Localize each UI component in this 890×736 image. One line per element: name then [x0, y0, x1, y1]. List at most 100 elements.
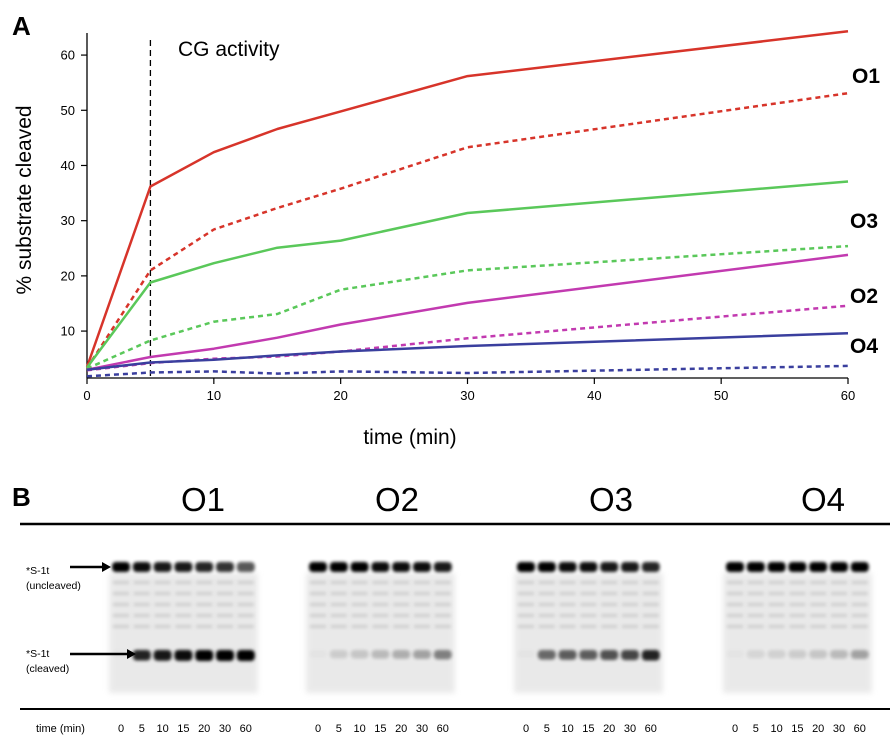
uncleaved-band: [153, 562, 172, 572]
faint-band: [372, 614, 389, 617]
cleaved-band: [309, 650, 327, 658]
faint-band: [559, 592, 576, 595]
faint-band: [217, 603, 233, 606]
series-line-7-solid: [86, 332, 849, 371]
cleaved-band-label: *S-1t (cleaved): [26, 648, 69, 675]
faint-band: [642, 614, 659, 617]
y-tick-label: 20: [61, 268, 75, 283]
lane-time-label: 60: [645, 723, 657, 735]
faint-band: [113, 603, 129, 606]
lane-time-label: 5: [753, 723, 759, 735]
uncleaved-band: [216, 562, 234, 572]
lane-time-label: 0: [523, 723, 529, 735]
cleaved-band: [153, 650, 172, 661]
faint-band: [601, 581, 618, 584]
uncleaved-band: [329, 562, 348, 572]
faint-band: [372, 603, 389, 606]
cleaved-arrow: [70, 649, 136, 659]
uncleaved-band: [132, 562, 151, 572]
uncleaved-band: [809, 562, 828, 572]
end-label-o3: O3: [850, 210, 878, 233]
panel-a-line-chart: A 0 10 20 30 40 50 60 10 20 30 40 50 60 time (min) %…: [12, 11, 880, 449]
faint-band: [768, 581, 785, 584]
series-line-1-solid: [85, 30, 849, 368]
faint-band: [154, 625, 171, 628]
faint-band: [831, 592, 847, 595]
uncleaved-band: [112, 562, 130, 572]
lane-time-label: 0: [732, 723, 738, 735]
uncleaved-band: [830, 562, 848, 572]
uncleaved-band: [600, 562, 619, 572]
x-tick-label: 50: [714, 388, 728, 403]
uncleaved-band: [371, 562, 390, 572]
lane-background-smear: [723, 573, 872, 693]
faint-band: [727, 581, 743, 584]
faint-band: [310, 581, 326, 584]
faint-band: [351, 603, 368, 606]
faint-band: [518, 603, 534, 606]
faint-band: [642, 592, 659, 595]
faint-band: [217, 625, 233, 628]
faint-band: [133, 614, 150, 617]
faint-band: [310, 592, 326, 595]
faint-band: [580, 603, 597, 606]
cleaved-band: [132, 650, 151, 661]
faint-band: [789, 603, 806, 606]
faint-band: [727, 603, 743, 606]
chart-axes: [86, 33, 848, 379]
faint-band: [217, 592, 233, 595]
cleaved-band: [413, 650, 431, 659]
faint-band: [154, 603, 171, 606]
cleaved-band: [726, 650, 744, 658]
faint-band: [154, 592, 171, 595]
faint-band: [393, 581, 410, 584]
uncleaved-band: [309, 562, 327, 572]
faint-band: [538, 625, 555, 628]
cleaved-band: [809, 650, 828, 659]
faint-band: [414, 625, 430, 628]
lane-time-label: 10: [770, 723, 782, 735]
faint-band: [538, 614, 555, 617]
faint-band: [768, 614, 785, 617]
faint-band: [851, 614, 868, 617]
faint-band: [559, 625, 576, 628]
faint-band: [727, 614, 743, 617]
uncleaved-band: [174, 562, 193, 572]
x-tick-label: 60: [841, 388, 855, 403]
y-tick-label: 50: [61, 103, 75, 118]
faint-band: [393, 614, 410, 617]
gel-lane-group-o4: O4 0 5 10 15 20 30 60: [723, 481, 872, 735]
faint-band: [196, 592, 213, 595]
faint-band: [217, 614, 233, 617]
lane-time-label: 10: [353, 723, 365, 735]
faint-band: [831, 581, 847, 584]
faint-band: [559, 581, 576, 584]
lane-time-label: 30: [833, 723, 845, 735]
lane-time-label: 60: [437, 723, 449, 735]
faint-band: [518, 592, 534, 595]
faint-band: [768, 625, 785, 628]
faint-band: [789, 581, 806, 584]
cleaved-band: [195, 650, 214, 661]
uncleaved-band: [788, 562, 807, 572]
faint-band: [642, 603, 659, 606]
faint-band: [518, 614, 534, 617]
y-tick-label: 60: [61, 48, 75, 63]
faint-band: [351, 592, 368, 595]
uncleaved-band-label: *S-1t (uncleaved): [26, 565, 81, 592]
faint-band: [559, 603, 576, 606]
faint-band: [414, 592, 430, 595]
faint-band: [196, 625, 213, 628]
gel-lane-group-o2: O2 0 5 10 15 20 30 60: [306, 481, 455, 735]
uncleaved-band: [558, 562, 577, 572]
y-axis-label: % substrate cleaved: [13, 105, 36, 294]
faint-band: [237, 592, 254, 595]
faint-band: [851, 603, 868, 606]
faint-band: [831, 625, 847, 628]
faint-band: [434, 603, 451, 606]
lane-time-label: 0: [315, 723, 321, 735]
cleaved-band: [174, 650, 193, 661]
faint-band: [768, 592, 785, 595]
y-tick-label: 40: [61, 158, 75, 173]
series-line-2-dashed: [85, 91, 849, 369]
